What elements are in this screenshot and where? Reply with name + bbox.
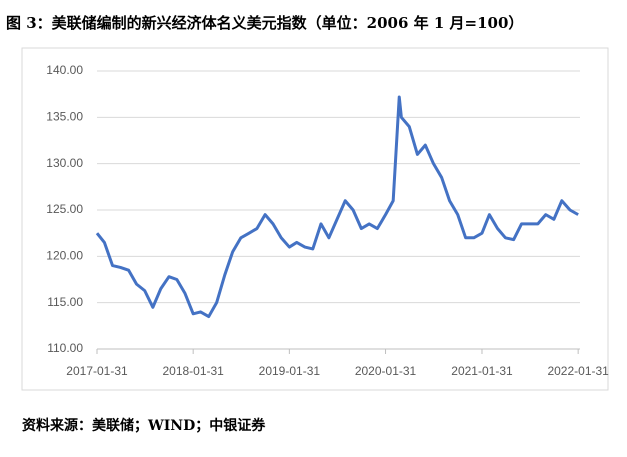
x-tick-label: 2021-01-31 bbox=[451, 364, 513, 378]
y-tick-label: 140.00 bbox=[46, 63, 83, 77]
chart-frame bbox=[21, 47, 609, 391]
x-tick-label: 2018-01-31 bbox=[162, 364, 224, 378]
data-line bbox=[95, 95, 579, 319]
x-tick-label: 2019-01-31 bbox=[259, 364, 321, 378]
y-tick-label: 110.00 bbox=[47, 341, 83, 355]
y-tick-label: 130.00 bbox=[46, 156, 83, 170]
y-tick-label: 120.00 bbox=[46, 249, 83, 263]
y-tick-label: 115.00 bbox=[47, 295, 83, 309]
chart-title: 图 3：美联储编制的新兴经济体名义美元指数（单位：2006 年 1 月=100） bbox=[6, 14, 523, 32]
x-tick-label: 2020-01-31 bbox=[355, 364, 417, 378]
x-tick-label: 2022-01-31 bbox=[547, 364, 609, 378]
y-tick-label: 135.00 bbox=[46, 110, 83, 124]
x-tick-label: 2017-01-31 bbox=[66, 364, 128, 378]
y-tick-label: 125.00 bbox=[46, 202, 83, 216]
source-note: 资料来源：美联储；WIND；中银证券 bbox=[22, 417, 266, 434]
